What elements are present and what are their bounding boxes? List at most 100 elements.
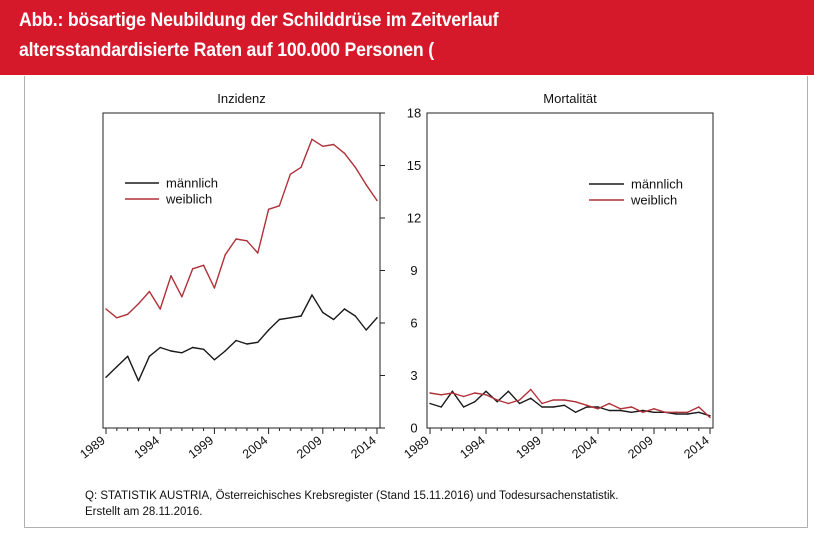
- y-tick-label: 9: [410, 263, 417, 278]
- data-point: [586, 404, 588, 406]
- data-point: [257, 252, 259, 254]
- data-point: [235, 339, 237, 342]
- data-point: [246, 343, 248, 345]
- data-point: [126, 355, 129, 357]
- data-point: [462, 406, 465, 408]
- data-point: [541, 406, 543, 408]
- data-point: [235, 238, 237, 240]
- data-point: [642, 411, 644, 413]
- plot-area: [426, 112, 714, 429]
- data-point: [192, 268, 194, 270]
- legend-label: weiblich: [165, 192, 212, 207]
- data-point: [507, 390, 510, 392]
- data-point: [653, 411, 655, 413]
- data-point: [170, 275, 172, 277]
- figure-frame: [24, 76, 808, 528]
- series-line-weiblich: [105, 138, 378, 319]
- data-point: [451, 392, 454, 394]
- chart-panel-1: Inzidenz 0 3 6 9 12 15 18 1989 1994 1999 2004 2009 20…: [77, 91, 421, 461]
- data-point: [630, 411, 633, 413]
- data-point: [376, 317, 378, 319]
- x-tick-label: 1989: [401, 433, 432, 461]
- data-point: [311, 138, 313, 140]
- y-tick-label: 0: [410, 421, 417, 436]
- data-point: [289, 317, 291, 319]
- y-tick-label: 12: [407, 211, 421, 226]
- x-tick-label: 1989: [77, 433, 108, 461]
- data-point: [462, 395, 465, 398]
- data-point: [474, 401, 476, 403]
- chart-svg: Inzidenz 0 3 6 9 12 15 18 1989 1994 1999 2004 2009 20…: [77, 91, 714, 461]
- data-point: [586, 406, 588, 408]
- plot-area: [102, 112, 381, 429]
- data-point: [137, 380, 140, 382]
- data-point: [267, 329, 270, 331]
- data-point: [365, 329, 367, 331]
- data-point: [608, 402, 610, 405]
- data-point: [619, 408, 622, 410]
- data-point: [332, 143, 335, 146]
- data-point: [507, 402, 510, 405]
- data-point: [440, 406, 442, 408]
- created-date-note: Erstellt am 28.11.2016.: [85, 506, 203, 518]
- data-point: [552, 406, 554, 408]
- data-point: [126, 313, 129, 315]
- data-point: [653, 408, 655, 410]
- data-point: [224, 254, 226, 256]
- data-point: [289, 173, 291, 175]
- data-point: [300, 166, 302, 168]
- x-tick-label: 2009: [625, 433, 656, 461]
- data-point: [376, 199, 378, 202]
- data-point: [267, 208, 270, 210]
- data-point: [343, 308, 346, 310]
- x-tick-label: 1999: [186, 433, 217, 461]
- data-point: [192, 346, 194, 349]
- x-tick-label: 2004: [240, 433, 271, 461]
- data-point: [709, 416, 711, 419]
- y-tick-label: 3: [410, 368, 417, 383]
- data-point: [642, 409, 644, 412]
- data-point: [574, 411, 577, 413]
- y-tick-label: 15: [407, 158, 421, 173]
- data-point: [451, 390, 454, 392]
- data-point: [354, 166, 357, 168]
- figure-title-line-2: altersstandardisierte Raten auf 100.000 …: [19, 40, 434, 61]
- data-point: [686, 413, 689, 415]
- data-point: [608, 409, 610, 412]
- data-point: [597, 408, 599, 410]
- y-tick-label: 6: [410, 316, 417, 331]
- data-point: [181, 296, 183, 298]
- data-point: [257, 341, 259, 343]
- data-point: [698, 411, 700, 413]
- data-point: [440, 394, 442, 396]
- data-point: [202, 264, 205, 266]
- data-point: [485, 394, 487, 396]
- data-point: [518, 399, 521, 401]
- data-point: [105, 376, 107, 378]
- data-point: [137, 303, 140, 305]
- data-point: [474, 392, 476, 394]
- data-point: [181, 352, 183, 354]
- data-point: [664, 411, 666, 413]
- x-tick-label: 2004: [569, 433, 600, 461]
- data-point: [574, 401, 577, 403]
- data-point: [300, 315, 302, 317]
- data-point: [311, 294, 313, 296]
- data-point: [541, 402, 543, 405]
- title-banner: Abb.: bösartige Neubildung der Schilddrü…: [0, 0, 814, 75]
- data-point: [518, 402, 521, 405]
- data-point: [213, 287, 216, 289]
- data-point: [485, 390, 487, 392]
- data-point: [332, 318, 335, 321]
- figure-title-line-1: Abb.: bösartige Neubildung der Schilddrü…: [19, 10, 499, 31]
- data-point: [630, 406, 633, 408]
- data-point: [116, 366, 118, 368]
- series-line-männlich: [105, 294, 378, 382]
- data-point: [159, 346, 161, 349]
- chart-panel-2: Mortalität 1989 1994 1999 2004 2009 2014 männli…: [401, 91, 714, 461]
- data-point: [597, 406, 599, 408]
- data-point: [278, 205, 281, 207]
- x-tick-label: 2014: [348, 433, 379, 461]
- data-point: [552, 399, 554, 401]
